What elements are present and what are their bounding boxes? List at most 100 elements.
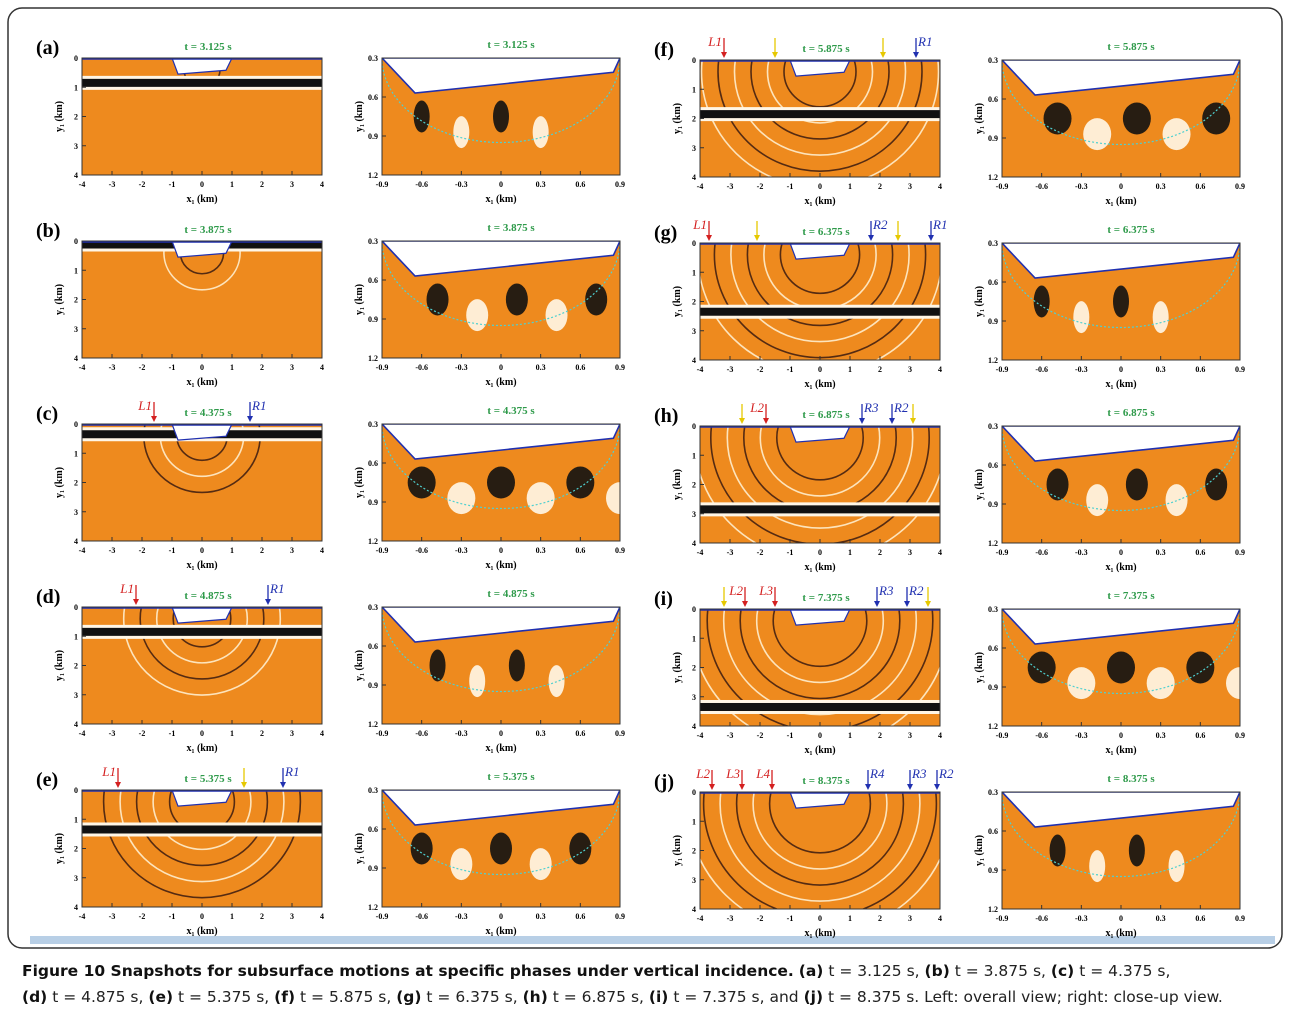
- x-tick-label: 2: [878, 731, 882, 740]
- wave-blob: [1083, 118, 1112, 151]
- wave-band: [82, 78, 322, 87]
- caption-item-letter: (d): [22, 988, 48, 1006]
- wave-arrow-head: [133, 599, 139, 605]
- plot-frame: [1001, 608, 1241, 727]
- y-tick-label: 0.3: [368, 420, 378, 429]
- x-tick-label: -2: [757, 365, 764, 374]
- y-tick-label: 1: [692, 85, 696, 94]
- wave-arrow-head: [265, 599, 271, 605]
- x-tick-label: 2: [878, 548, 882, 557]
- x-tick-label: -2: [757, 182, 764, 191]
- wave-blob: [447, 482, 476, 515]
- x-tick-label: -0.9: [996, 365, 1009, 374]
- wave-arrow-head: [928, 235, 934, 241]
- x-tick-label: 2: [260, 363, 264, 372]
- x-axis-label: x₁ (km): [186, 377, 217, 388]
- x-tick-label: 0.6: [1195, 182, 1205, 191]
- y-tick-label: 3: [692, 510, 696, 519]
- wave-arrow-head: [763, 418, 769, 424]
- y-axis-label: y₁ (km): [54, 101, 65, 132]
- y-tick-label: 0: [692, 788, 696, 797]
- wave-blob: [1128, 834, 1145, 867]
- x-tick-label: -4: [79, 546, 86, 555]
- closeup-arc: [1002, 426, 1240, 512]
- x-tick-label: 2: [260, 180, 264, 189]
- x-tick-label: 1: [848, 182, 852, 191]
- x-tick-label: 2: [878, 914, 882, 923]
- x-tick-label: 3: [908, 365, 912, 374]
- wave-arrow-head: [772, 601, 778, 607]
- x-tick-label: -0.6: [1035, 182, 1048, 191]
- y-axis-label: y₁ (km): [672, 469, 683, 500]
- x-tick-label: -1: [787, 914, 794, 923]
- y-axis-label: y₁ (km): [672, 103, 683, 134]
- x-tick-label: 1: [230, 546, 234, 555]
- canyon: [171, 241, 233, 258]
- y-tick-label: 0.3: [368, 786, 378, 795]
- caption-item-text: t = 7.375 s, and: [673, 988, 799, 1006]
- y-tick-label: 1.2: [368, 537, 378, 546]
- x-tick-label: 0.9: [615, 729, 625, 738]
- y-tick-label: 2: [692, 847, 696, 856]
- x-tick-label: -3: [109, 180, 116, 189]
- x-tick-label: 0: [1119, 914, 1123, 923]
- x-tick-label: 3: [908, 548, 912, 557]
- panel-letter: (d): [36, 586, 60, 608]
- time-label: t = 4.875 s: [184, 590, 232, 602]
- x-tick-label: 0.3: [1156, 731, 1166, 740]
- y-tick-label: 4: [692, 722, 696, 731]
- x-tick-label: -0.6: [1035, 731, 1048, 740]
- y-tick-label: 0.9: [988, 134, 998, 143]
- wave-blob: [529, 848, 552, 881]
- wave-blob: [1226, 667, 1240, 700]
- wave-label: R3: [863, 400, 879, 415]
- x-axis-label: x₁ (km): [186, 743, 217, 754]
- wave-label: R2: [893, 400, 909, 415]
- y-tick-label: 3: [692, 693, 696, 702]
- x-tick-label: -4: [79, 729, 86, 738]
- x-tick-label: -3: [109, 363, 116, 372]
- y-tick-label: 4: [74, 720, 78, 729]
- x-tick-label: -2: [139, 912, 146, 921]
- x-tick-label: 0: [818, 548, 822, 557]
- time-label: t = 8.375 s: [802, 775, 850, 787]
- panel-letter: (g): [654, 222, 677, 244]
- y-tick-label: 1.2: [988, 722, 998, 731]
- x-tick-label: 0.6: [1195, 365, 1205, 374]
- x-tick-label: 0.3: [536, 912, 546, 921]
- y-tick-label: 0.3: [988, 422, 998, 431]
- x-tick-label: -4: [697, 731, 704, 740]
- x-axis-label: x₁ (km): [485, 926, 516, 937]
- wave-blob: [1086, 484, 1109, 517]
- x-tick-label: 4: [320, 729, 324, 738]
- wave-band: [82, 627, 322, 636]
- x-tick-label: 1: [848, 548, 852, 557]
- wave-label: L1: [101, 764, 116, 779]
- wave-arrow-head: [904, 601, 910, 607]
- y-tick-label: 0.3: [988, 239, 998, 248]
- y-tick-label: 0.9: [368, 315, 378, 324]
- y-tick-label: 2: [74, 296, 78, 305]
- y-axis-label: y₁ (km): [672, 286, 683, 317]
- wave-blob: [407, 466, 436, 499]
- closeup-arc: [382, 607, 620, 693]
- wave-label: L3: [725, 766, 740, 781]
- x-tick-label: 0: [1119, 365, 1123, 374]
- closeup-field: [382, 241, 620, 358]
- overall-field: [82, 424, 322, 541]
- wave-arc: [710, 426, 930, 543]
- y-tick-label: 0.6: [988, 95, 998, 104]
- closeup-canyon: [382, 58, 620, 94]
- x-tick-label: 0: [818, 914, 822, 923]
- y-tick-label: 0: [692, 56, 696, 65]
- x-tick-label: -4: [697, 914, 704, 923]
- wave-arrow-head: [907, 784, 913, 790]
- y-tick-label: 4: [692, 173, 696, 182]
- closeup-canyon: [1002, 609, 1240, 645]
- x-tick-label: -0.3: [455, 729, 468, 738]
- x-tick-label: 4: [938, 182, 942, 191]
- y-tick-label: 1.2: [988, 905, 998, 914]
- y-tick-label: 4: [692, 356, 696, 365]
- x-tick-label: 0.6: [575, 363, 585, 372]
- x-axis-label: x₁ (km): [485, 194, 516, 205]
